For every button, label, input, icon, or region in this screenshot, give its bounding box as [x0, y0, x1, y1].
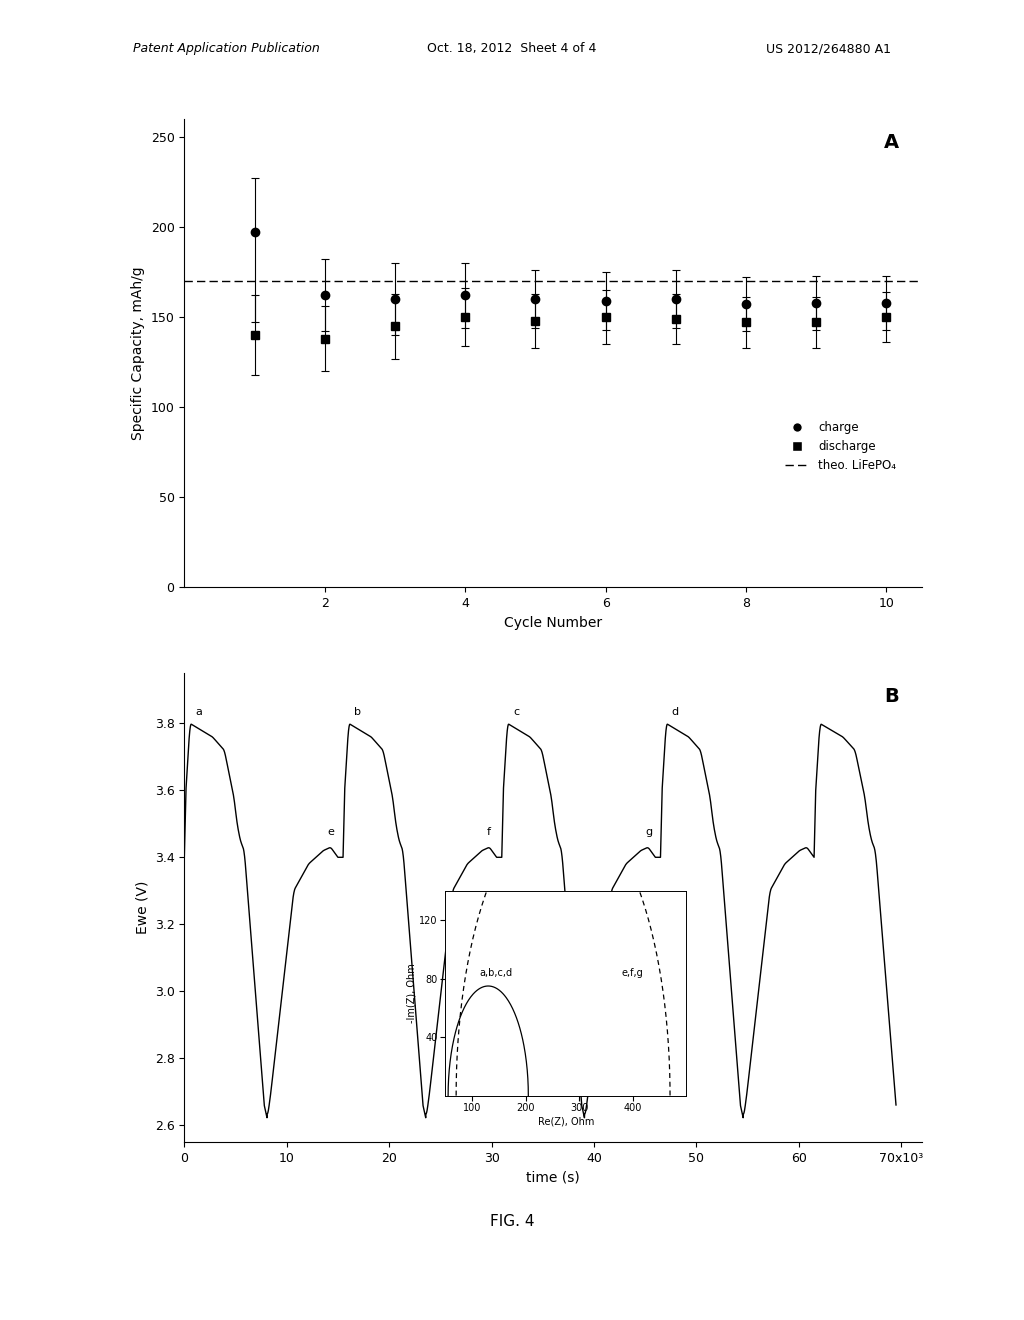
Legend: charge, discharge, theo. LiFePO₄: charge, discharge, theo. LiFePO₄: [780, 417, 901, 477]
Text: b: b: [354, 706, 361, 717]
Text: c: c: [513, 706, 519, 717]
Text: a,b,c,d: a,b,c,d: [479, 968, 513, 978]
Y-axis label: Specific Capacity, mAh/g: Specific Capacity, mAh/g: [131, 267, 145, 440]
Text: d: d: [672, 706, 679, 717]
Text: US 2012/264880 A1: US 2012/264880 A1: [766, 42, 891, 55]
Text: Patent Application Publication: Patent Application Publication: [133, 42, 319, 55]
Y-axis label: -Im(Z), Ohm: -Im(Z), Ohm: [407, 964, 417, 1023]
Text: Oct. 18, 2012  Sheet 4 of 4: Oct. 18, 2012 Sheet 4 of 4: [427, 42, 597, 55]
Text: a: a: [196, 706, 203, 717]
Text: g: g: [645, 828, 652, 837]
X-axis label: time (s): time (s): [526, 1170, 580, 1184]
Text: e,f,g: e,f,g: [622, 968, 643, 978]
Text: e: e: [328, 828, 335, 837]
Text: A: A: [885, 133, 899, 152]
Text: B: B: [885, 688, 899, 706]
X-axis label: Cycle Number: Cycle Number: [504, 615, 602, 630]
X-axis label: Re(Z), Ohm: Re(Z), Ohm: [538, 1115, 594, 1126]
Text: FIG. 4: FIG. 4: [489, 1213, 535, 1229]
Text: f: f: [486, 828, 490, 837]
Y-axis label: Ewe (V): Ewe (V): [135, 880, 150, 935]
